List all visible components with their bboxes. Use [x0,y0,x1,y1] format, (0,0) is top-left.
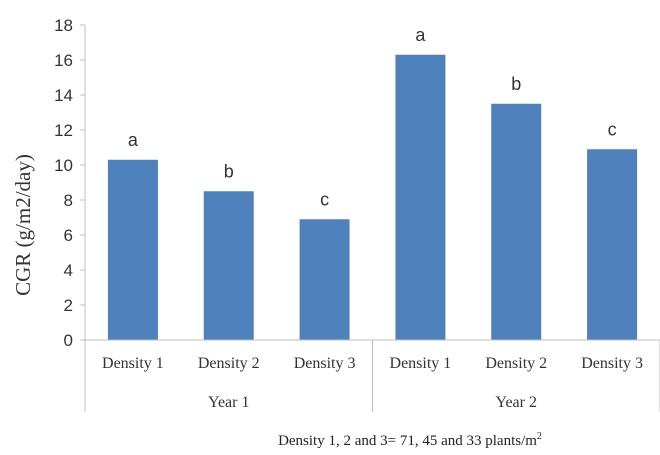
group-label: Year 2 [496,394,537,411]
category-axis: Density 1 Density 2 Density 3 Density 1 Dens… [85,339,660,372]
group-axis: Year 1 Year 2 [84,340,660,412]
y-tick-label: 0 [64,331,73,350]
y-tick-label: 4 [64,261,73,280]
y-tick-label: 14 [54,86,73,105]
y-tick-label: 6 [64,226,73,245]
bars [107,54,638,340]
bar-letter-label: a [128,130,139,150]
y-tick-label: 8 [64,191,73,210]
bar [107,159,158,340]
y-axis-label: CGR (g/m2/day) [11,154,35,296]
y-axis: 0 2 4 6 8 10 12 14 16 18 [54,16,86,350]
bar [299,219,350,340]
group-label: Year 1 [208,394,249,411]
y-tick-label: 18 [54,16,73,35]
y-tick-label: 2 [64,296,73,315]
footnote-main: Density 1, 2 and 3= 71, 45 and 33 plants… [278,433,537,449]
category-label: Density 3 [294,355,356,372]
density-footnote: Density 1, 2 and 3= 71, 45 and 33 plants… [278,431,542,449]
bar [395,54,446,340]
bar-letter-label: a [415,25,426,45]
bar-letter-label: b [511,74,521,94]
bar-letter-label: b [224,161,234,181]
category-label: Density 1 [390,355,452,372]
bar-letter-label: c [320,189,329,209]
bar-letter-label: c [608,119,617,139]
bar [587,149,638,340]
category-label: Density 2 [485,355,547,372]
y-tick-label: 16 [54,51,73,70]
category-label: Density 2 [198,355,260,372]
y-tick-label: 12 [54,121,73,140]
bar-labels: a b c a b c [128,25,617,210]
category-label: Density 1 [102,355,164,372]
bar [491,103,542,340]
category-label: Density 3 [581,355,643,372]
footnote-superscript: 2 [537,431,542,442]
bar [203,191,254,340]
y-tick-label: 10 [54,156,73,175]
